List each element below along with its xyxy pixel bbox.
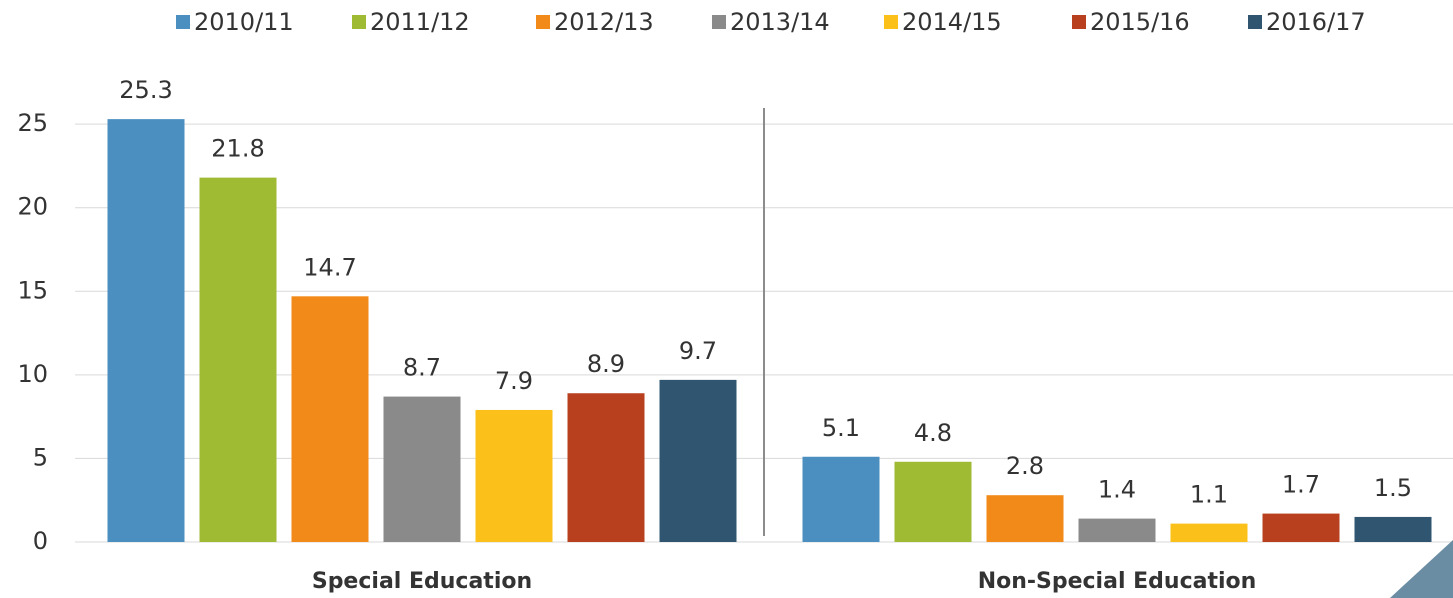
bar	[894, 461, 972, 542]
data-label: 4.8	[914, 419, 952, 447]
bar	[1262, 513, 1340, 542]
data-label: 2.8	[1006, 452, 1044, 480]
data-label: 25.3	[119, 76, 172, 104]
bar	[659, 379, 737, 542]
corner-decoration	[1390, 540, 1453, 598]
legend-swatch	[352, 15, 366, 29]
bar	[291, 296, 369, 542]
y-tick-label: 15	[17, 276, 48, 304]
bar	[475, 409, 553, 542]
legend-label: 2014/15	[902, 8, 1002, 36]
x-tick-label: Special Education	[312, 569, 532, 594]
legend-label: 2011/12	[370, 8, 470, 36]
y-tick-label: 25	[17, 109, 48, 137]
legend-swatch	[176, 15, 190, 29]
x-tick-label: Non-Special Education	[978, 569, 1257, 594]
legend-swatch	[884, 15, 898, 29]
legend-swatch	[1072, 15, 1086, 29]
bar	[383, 396, 461, 542]
data-label: 1.1	[1190, 481, 1228, 509]
y-tick-label: 10	[17, 360, 48, 388]
data-label: 1.4	[1098, 476, 1136, 504]
data-label: 7.9	[495, 367, 533, 395]
data-label: 21.8	[211, 135, 264, 163]
legend-label: 2016/17	[1266, 8, 1366, 36]
data-label: 8.7	[403, 354, 441, 382]
bar	[567, 393, 645, 542]
legend-label: 2010/11	[194, 8, 294, 36]
data-label: 1.7	[1282, 471, 1320, 499]
y-tick-label: 20	[17, 193, 48, 221]
y-tick-label: 5	[33, 443, 48, 471]
bar	[1078, 518, 1156, 542]
data-label: 9.7	[679, 337, 717, 365]
legend-swatch	[1248, 15, 1262, 29]
data-label: 8.9	[587, 350, 625, 378]
bar	[199, 177, 277, 542]
legend-swatch	[536, 15, 550, 29]
bar	[1170, 523, 1248, 542]
legend-label: 2012/13	[554, 8, 654, 36]
data-label: 5.1	[822, 414, 860, 442]
bar	[107, 119, 185, 542]
legend-label: 2013/14	[730, 8, 830, 36]
data-label: 1.5	[1374, 474, 1412, 502]
data-label: 14.7	[303, 253, 356, 281]
bar	[1354, 516, 1432, 542]
bar	[802, 456, 880, 542]
legend-swatch	[712, 15, 726, 29]
y-tick-label: 0	[33, 527, 48, 555]
bar	[986, 495, 1064, 542]
legend-label: 2015/16	[1090, 8, 1190, 36]
